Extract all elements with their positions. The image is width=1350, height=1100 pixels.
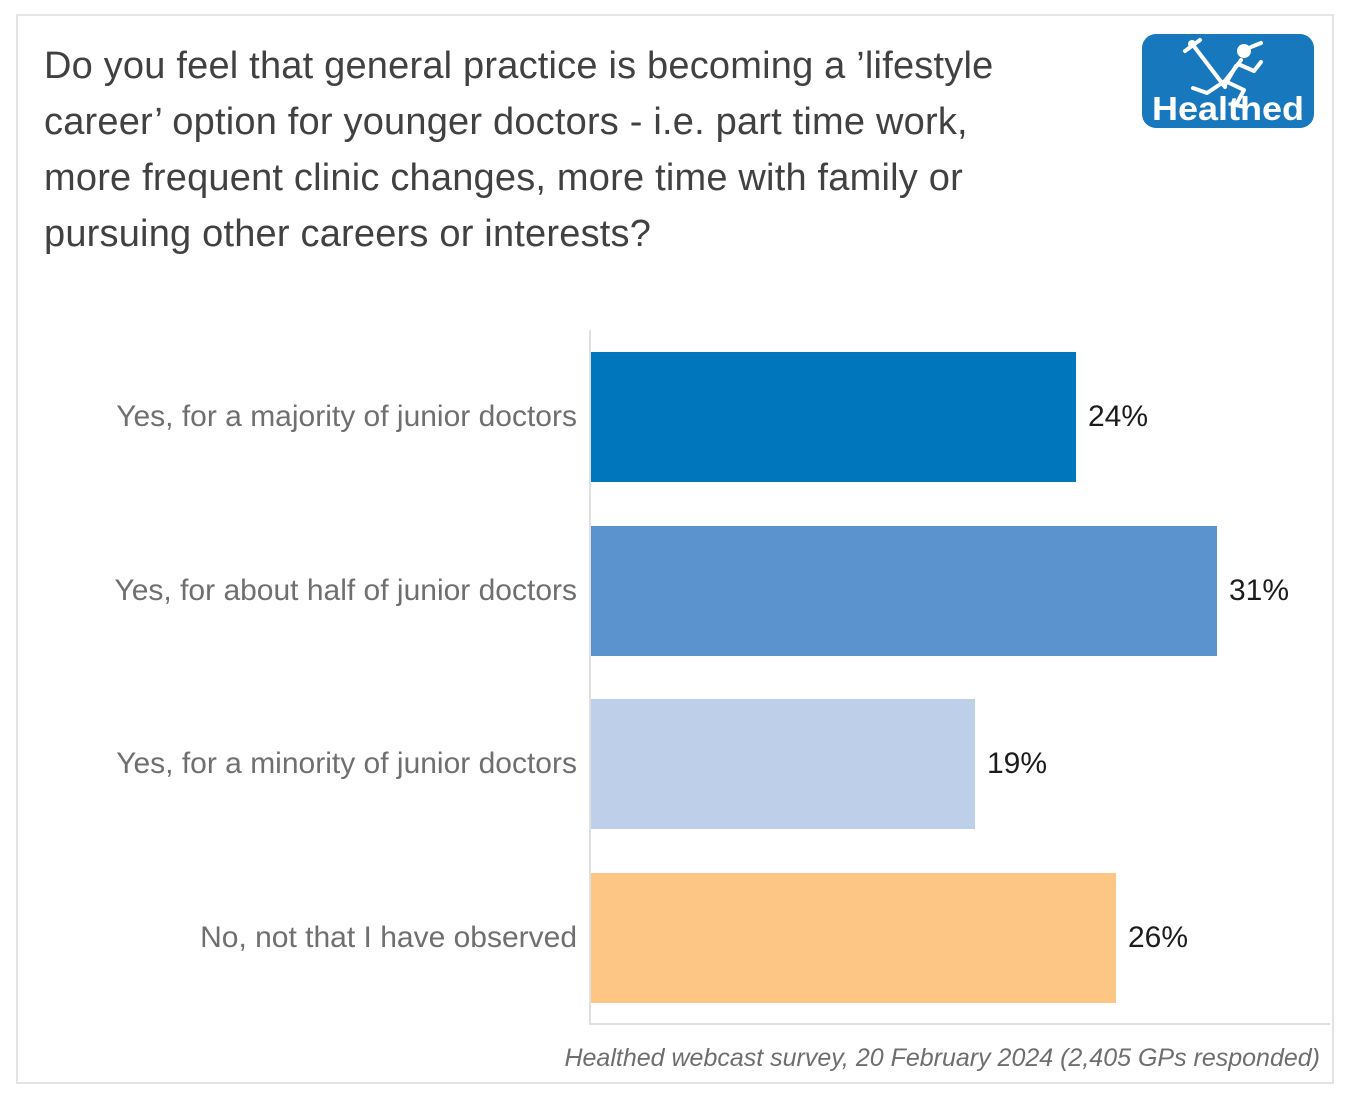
value-label: 26% bbox=[1128, 921, 1189, 954]
source-caption: Healthed webcast survey, 20 February 202… bbox=[564, 1044, 1320, 1072]
value-label: 24% bbox=[1088, 400, 1149, 433]
bar-2[interactable] bbox=[591, 526, 1217, 656]
bar-row: Yes, for a minority of junior doctors 19% bbox=[18, 699, 1332, 829]
category-label: Yes, for a minority of junior doctors bbox=[116, 747, 577, 780]
bar-row: Yes, for about half of junior doctors 31% bbox=[18, 526, 1332, 656]
pane-bottom-border bbox=[589, 1023, 1330, 1025]
question-title: Do you feel that general practice is bec… bbox=[44, 45, 994, 255]
value-label: 19% bbox=[987, 747, 1048, 780]
bar-chart: Yes, for a majority of junior doctors 24%… bbox=[18, 16, 1332, 1082]
bar-1[interactable] bbox=[591, 352, 1076, 482]
hermes-runner-icon bbox=[1183, 38, 1263, 109]
survey-chart-card: Do you feel that general practice is bec… bbox=[16, 14, 1334, 1084]
bar-row: Yes, for a majority of junior doctors 24% bbox=[18, 352, 1332, 482]
category-label: Yes, for about half of junior doctors bbox=[114, 574, 577, 607]
healthed-logo-wordmark: Healthed bbox=[1152, 90, 1304, 127]
y-axis-line bbox=[589, 330, 591, 1025]
category-label: Yes, for a majority of junior doctors bbox=[116, 400, 577, 433]
healthed-logo: Healthed bbox=[1142, 34, 1314, 128]
category-label: No, not that I have observed bbox=[200, 921, 577, 954]
value-label: 31% bbox=[1229, 574, 1290, 607]
bar-3[interactable] bbox=[591, 699, 975, 829]
bar-row: No, not that I have observed 26% bbox=[18, 873, 1332, 1003]
bar-4[interactable] bbox=[591, 873, 1116, 1003]
